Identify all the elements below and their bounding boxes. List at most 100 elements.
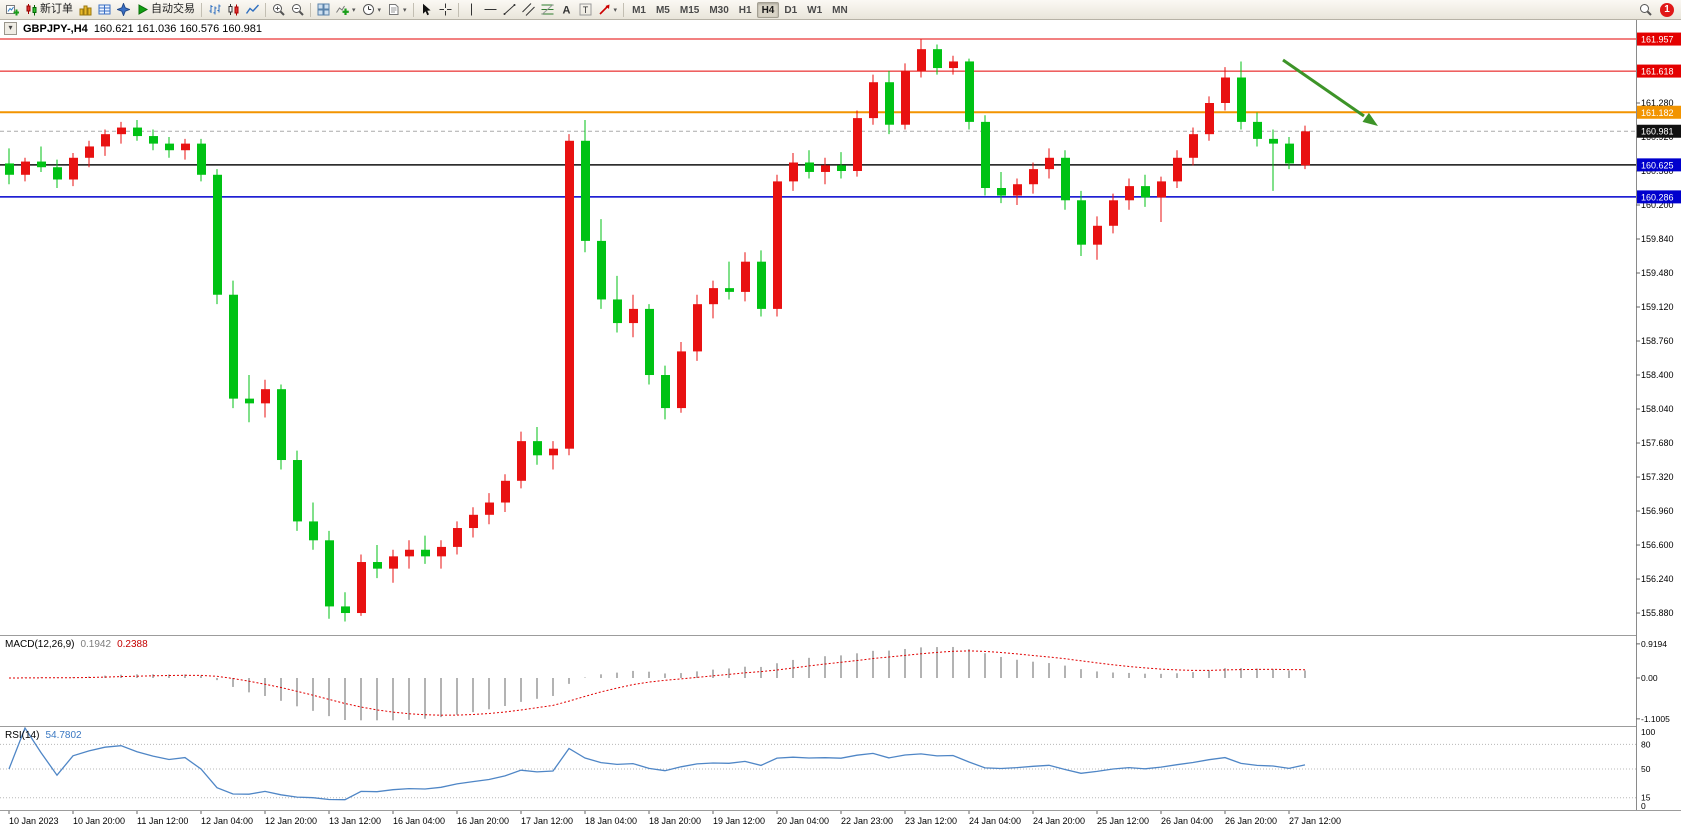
macd-pane [8,646,1306,721]
indicators-button[interactable] [333,1,359,18]
crosshair-button[interactable] [436,1,455,18]
candle [37,161,46,168]
text-label-button[interactable]: T [576,1,595,18]
trend-arrow-line[interactable] [1282,58,1365,118]
timeframe-w1-button[interactable]: W1 [802,2,827,18]
candle [997,188,1006,196]
candle [581,140,590,241]
candle [485,502,494,515]
templates-button[interactable] [384,1,410,18]
time-axis[interactable]: 10 Jan 2023 10 Jan 20:00 11 Jan 12:00 12 Ja… [0,811,1681,829]
time-tick-label: 10 Jan 20:00 [73,816,125,826]
trend-arrow-head[interactable] [1362,112,1379,126]
cursor-button[interactable] [417,1,436,18]
svg-text:T: T [582,5,588,15]
bar-chart-icon [208,3,221,16]
timeframe-m15-button[interactable]: M15 [675,2,704,18]
price-tick-label: 157.320 [1641,472,1674,482]
candle [421,549,430,557]
arrows-button[interactable] [595,1,621,18]
new-order-label: 新订单 [40,3,73,15]
candle [229,294,238,399]
candle [181,143,190,151]
symbol-period-label: GBPJPY-,H4 [23,22,88,35]
candle [1141,186,1150,198]
time-tick-label: 25 Jan 12:00 [1097,816,1149,826]
candle [597,240,606,300]
candle [645,308,654,376]
trendline-button[interactable] [500,1,519,18]
collapse-chart-icon[interactable] [4,22,17,35]
autotrading-button[interactable]: 自动交易 [133,1,198,18]
candle [309,521,318,541]
text-button[interactable]: A [557,1,576,18]
chart-header: GBPJPY-,H4 160.621 161.036 160.576 160.9… [4,22,262,35]
price-tick-label: 156.240 [1641,574,1674,584]
candle [885,82,894,125]
zoom-in-button[interactable] [269,1,288,18]
macd-header: MACD(12,26,9) 0.1942 0.2388 [5,639,148,650]
rsi-axis-label: 0 [1641,801,1646,811]
candle [277,389,286,461]
time-tick-label: 27 Jan 12:00 [1289,816,1341,826]
price-tag-label: 161.618 [1641,67,1674,77]
bar-chart-button[interactable] [205,1,224,18]
toolbar-separator [310,2,311,17]
candle [757,261,766,309]
text-icon: A [560,3,573,17]
rsi-axis-label: 50 [1641,764,1651,774]
price-tick-label: 157.680 [1641,438,1674,448]
periods-button[interactable] [359,1,385,18]
price-axis[interactable]: 161.280160.920160.560160.200159.840159.4… [1636,20,1681,811]
navigator-button[interactable] [114,1,133,18]
price-tag-label: 160.625 [1641,160,1674,170]
timeframe-h4-button[interactable]: H4 [756,1,780,18]
line-chart-button[interactable] [243,1,262,18]
zoom-out-icon [291,3,304,16]
zoom-out-button[interactable] [288,1,307,18]
fibonacci-button[interactable] [538,1,557,18]
candle [1093,225,1102,245]
candle [1205,103,1214,135]
new-order-button[interactable]: 新订单 [22,1,76,18]
time-tick-label: 20 Jan 04:00 [777,816,829,826]
candle [1077,200,1086,245]
search-button[interactable] [1636,1,1655,18]
timeframe-m5-button[interactable]: M5 [651,2,675,18]
market-watch-button[interactable] [76,1,95,18]
candle [709,288,718,305]
new-order-icon [25,3,38,16]
equidistant-channel-icon [521,3,535,16]
time-tick-label: 19 Jan 12:00 [713,816,765,826]
price-tick-label: 159.480 [1641,268,1674,278]
candle [373,562,382,569]
vertical-line-button[interactable] [462,1,481,18]
equidistant-channel-button[interactable] [519,1,538,18]
candle [661,375,670,409]
trend-arrow-annotation[interactable] [1282,58,1379,126]
timeframe-m30-button[interactable]: M30 [704,2,733,18]
candle [197,143,206,175]
candle [805,162,814,172]
notification-badge[interactable]: 1 [1660,2,1674,17]
candle [965,61,974,122]
text-label-icon: T [579,3,592,16]
macd-axis-label: 0.00 [1641,673,1658,683]
timeframe-mn-button[interactable]: MN [827,2,853,18]
timeframe-h1-button[interactable]: H1 [734,2,757,18]
price-axis-bg[interactable] [1636,20,1681,810]
timeframe-m1-button[interactable]: M1 [627,2,651,18]
tile-windows-button[interactable] [314,1,333,18]
candle [789,162,798,182]
timeframe-d1-button[interactable]: D1 [779,2,802,18]
candle [725,288,734,292]
new-chart-button[interactable] [3,1,22,18]
candle-chart-button[interactable] [224,1,243,18]
horizontal-line-button[interactable] [481,1,500,18]
time-tick-label: 26 Jan 04:00 [1161,816,1213,826]
time-axis-bg[interactable] [0,811,1681,829]
price-tick-label: 160.200 [1641,200,1674,210]
data-window-button[interactable] [95,1,114,18]
time-tick-label: 11 Jan 12:00 [137,816,188,826]
